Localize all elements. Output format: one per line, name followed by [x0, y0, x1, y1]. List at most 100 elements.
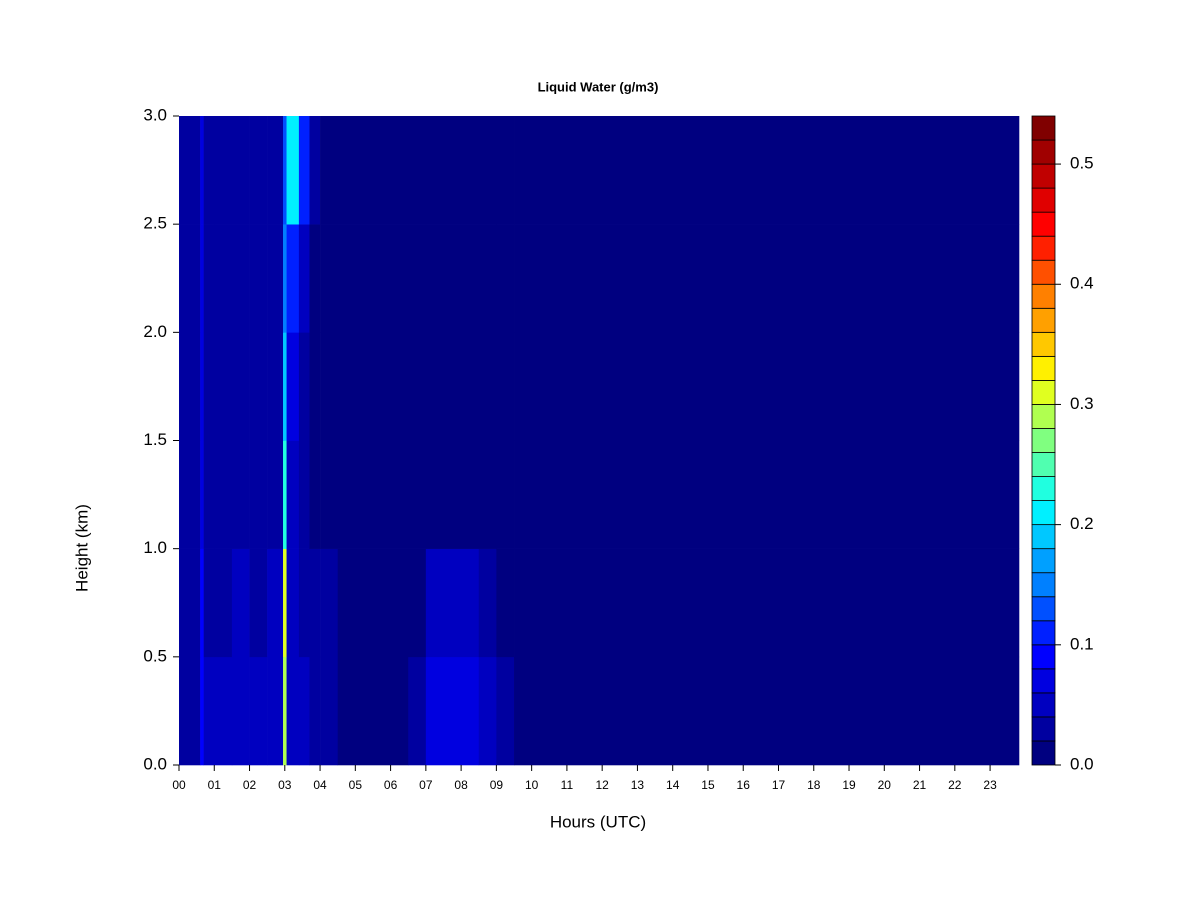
heatmap-cell [200, 224, 204, 333]
heatmap-cell [496, 332, 515, 441]
colorbar-box [1031, 235, 1056, 261]
x-tick-label: 09 [490, 778, 504, 792]
heatmap-cell [249, 116, 268, 225]
heatmap-cell [320, 440, 338, 549]
x-tick-label: 16 [737, 778, 751, 792]
chart-title: Liquid Water (g/m3) [538, 79, 659, 94]
x-tick-label: 15 [701, 778, 715, 792]
heatmap-cell [337, 332, 409, 441]
x-tick-label: 10 [525, 778, 539, 792]
heatmap-cell [267, 332, 284, 441]
y-tick-label: 1.5 [143, 430, 167, 449]
heatmap-cell [179, 548, 201, 658]
heatmap-cell [200, 548, 204, 658]
colorbar-tick-label: 0.1 [1070, 634, 1094, 653]
heatmap-cell [309, 440, 321, 549]
colorbar-box [1031, 716, 1056, 742]
x-tick-label: 04 [313, 778, 327, 792]
colorbar-box [1031, 283, 1056, 309]
heatmap-cell [320, 332, 338, 441]
heatmap-cell [286, 548, 300, 658]
x-tick-label: 01 [208, 778, 222, 792]
heatmap-cell [309, 548, 321, 658]
colorbar-box [1031, 115, 1056, 141]
heatmap-cell [478, 656, 497, 766]
heatmap-cell [514, 656, 1020, 766]
y-tick-label: 3.0 [143, 105, 167, 124]
heatmap-cell [408, 116, 427, 225]
heatmap-cell [337, 548, 409, 658]
colorbar-box [1031, 355, 1056, 381]
x-axis-label: Hours (UTC) [550, 812, 646, 831]
heatmap-cell [249, 548, 268, 658]
colorbar-box [1031, 211, 1056, 237]
heatmap-cell [214, 656, 233, 766]
x-tick-label: 21 [913, 778, 927, 792]
heatmap-cell [514, 440, 1020, 549]
y-tick-label: 0.5 [143, 646, 167, 665]
x-tick-label: 06 [384, 778, 398, 792]
heatmap-cell [231, 548, 250, 658]
heatmap-cell [231, 656, 250, 766]
x-tick-label: 00 [172, 778, 186, 792]
heatmap-cell [514, 332, 1020, 441]
heatmap-cell [478, 116, 497, 225]
heatmap-cell [267, 548, 284, 658]
heatmap-cell [203, 548, 215, 658]
heatmap-cell [320, 656, 338, 766]
heatmap-cell [179, 656, 201, 766]
heatmap-cell [214, 116, 233, 225]
colorbar-box [1031, 500, 1056, 526]
heatmap-cell [231, 440, 250, 549]
heatmap-cell [249, 440, 268, 549]
heatmap-cell [214, 440, 233, 549]
heatmap-cell [298, 548, 310, 658]
heatmap-cell [425, 332, 480, 441]
heatmap-cell [203, 440, 215, 549]
heatmap-cell [298, 332, 310, 441]
y-axis-label: Height (km) [72, 504, 91, 592]
heatmap-cell [179, 224, 201, 333]
heatmap-cell [286, 332, 300, 441]
heatmap-cell [214, 332, 233, 441]
colorbar-box [1031, 620, 1056, 646]
heatmap-cell [249, 224, 268, 333]
heatmap-cell [200, 116, 204, 225]
colorbar-tick-label: 0.3 [1070, 394, 1094, 413]
heatmap-cell [425, 116, 480, 225]
heatmap-cell [496, 548, 515, 658]
colorbar-box [1031, 331, 1056, 357]
heatmap-cell [200, 440, 204, 549]
colorbar-box [1031, 668, 1056, 694]
heatmap-cell [179, 116, 201, 225]
heatmap-cell [283, 656, 287, 766]
heatmap-cell [267, 224, 284, 333]
colorbar-box [1031, 644, 1056, 670]
heatmap-cell [231, 332, 250, 441]
x-tick-label: 14 [666, 778, 680, 792]
colorbar-box [1031, 548, 1056, 574]
heatmap-cell [309, 656, 321, 766]
x-tick-label: 03 [278, 778, 292, 792]
x-tick-label: 22 [948, 778, 962, 792]
heatmap-cell [320, 224, 338, 333]
colorbar-box [1031, 740, 1056, 766]
heatmap-cell [203, 224, 215, 333]
heatmap-cell [249, 332, 268, 441]
heatmap-cell [283, 116, 287, 225]
heatmap-cell [309, 224, 321, 333]
heatmap-cell [298, 440, 310, 549]
y-tick-label: 0.0 [143, 754, 167, 773]
heatmap-cell [496, 116, 515, 225]
x-tick-label: 12 [595, 778, 609, 792]
colorbar-box [1031, 572, 1056, 598]
heatmap-cell [309, 116, 321, 225]
heatmap-cell [320, 548, 338, 658]
heatmap-cell [478, 332, 497, 441]
heatmap-cell [267, 440, 284, 549]
heatmap-cell [514, 224, 1020, 333]
heatmap-cell [425, 548, 480, 658]
heatmap-cell [408, 548, 427, 658]
x-tick-label: 17 [772, 778, 786, 792]
heatmap-cell [337, 116, 409, 225]
